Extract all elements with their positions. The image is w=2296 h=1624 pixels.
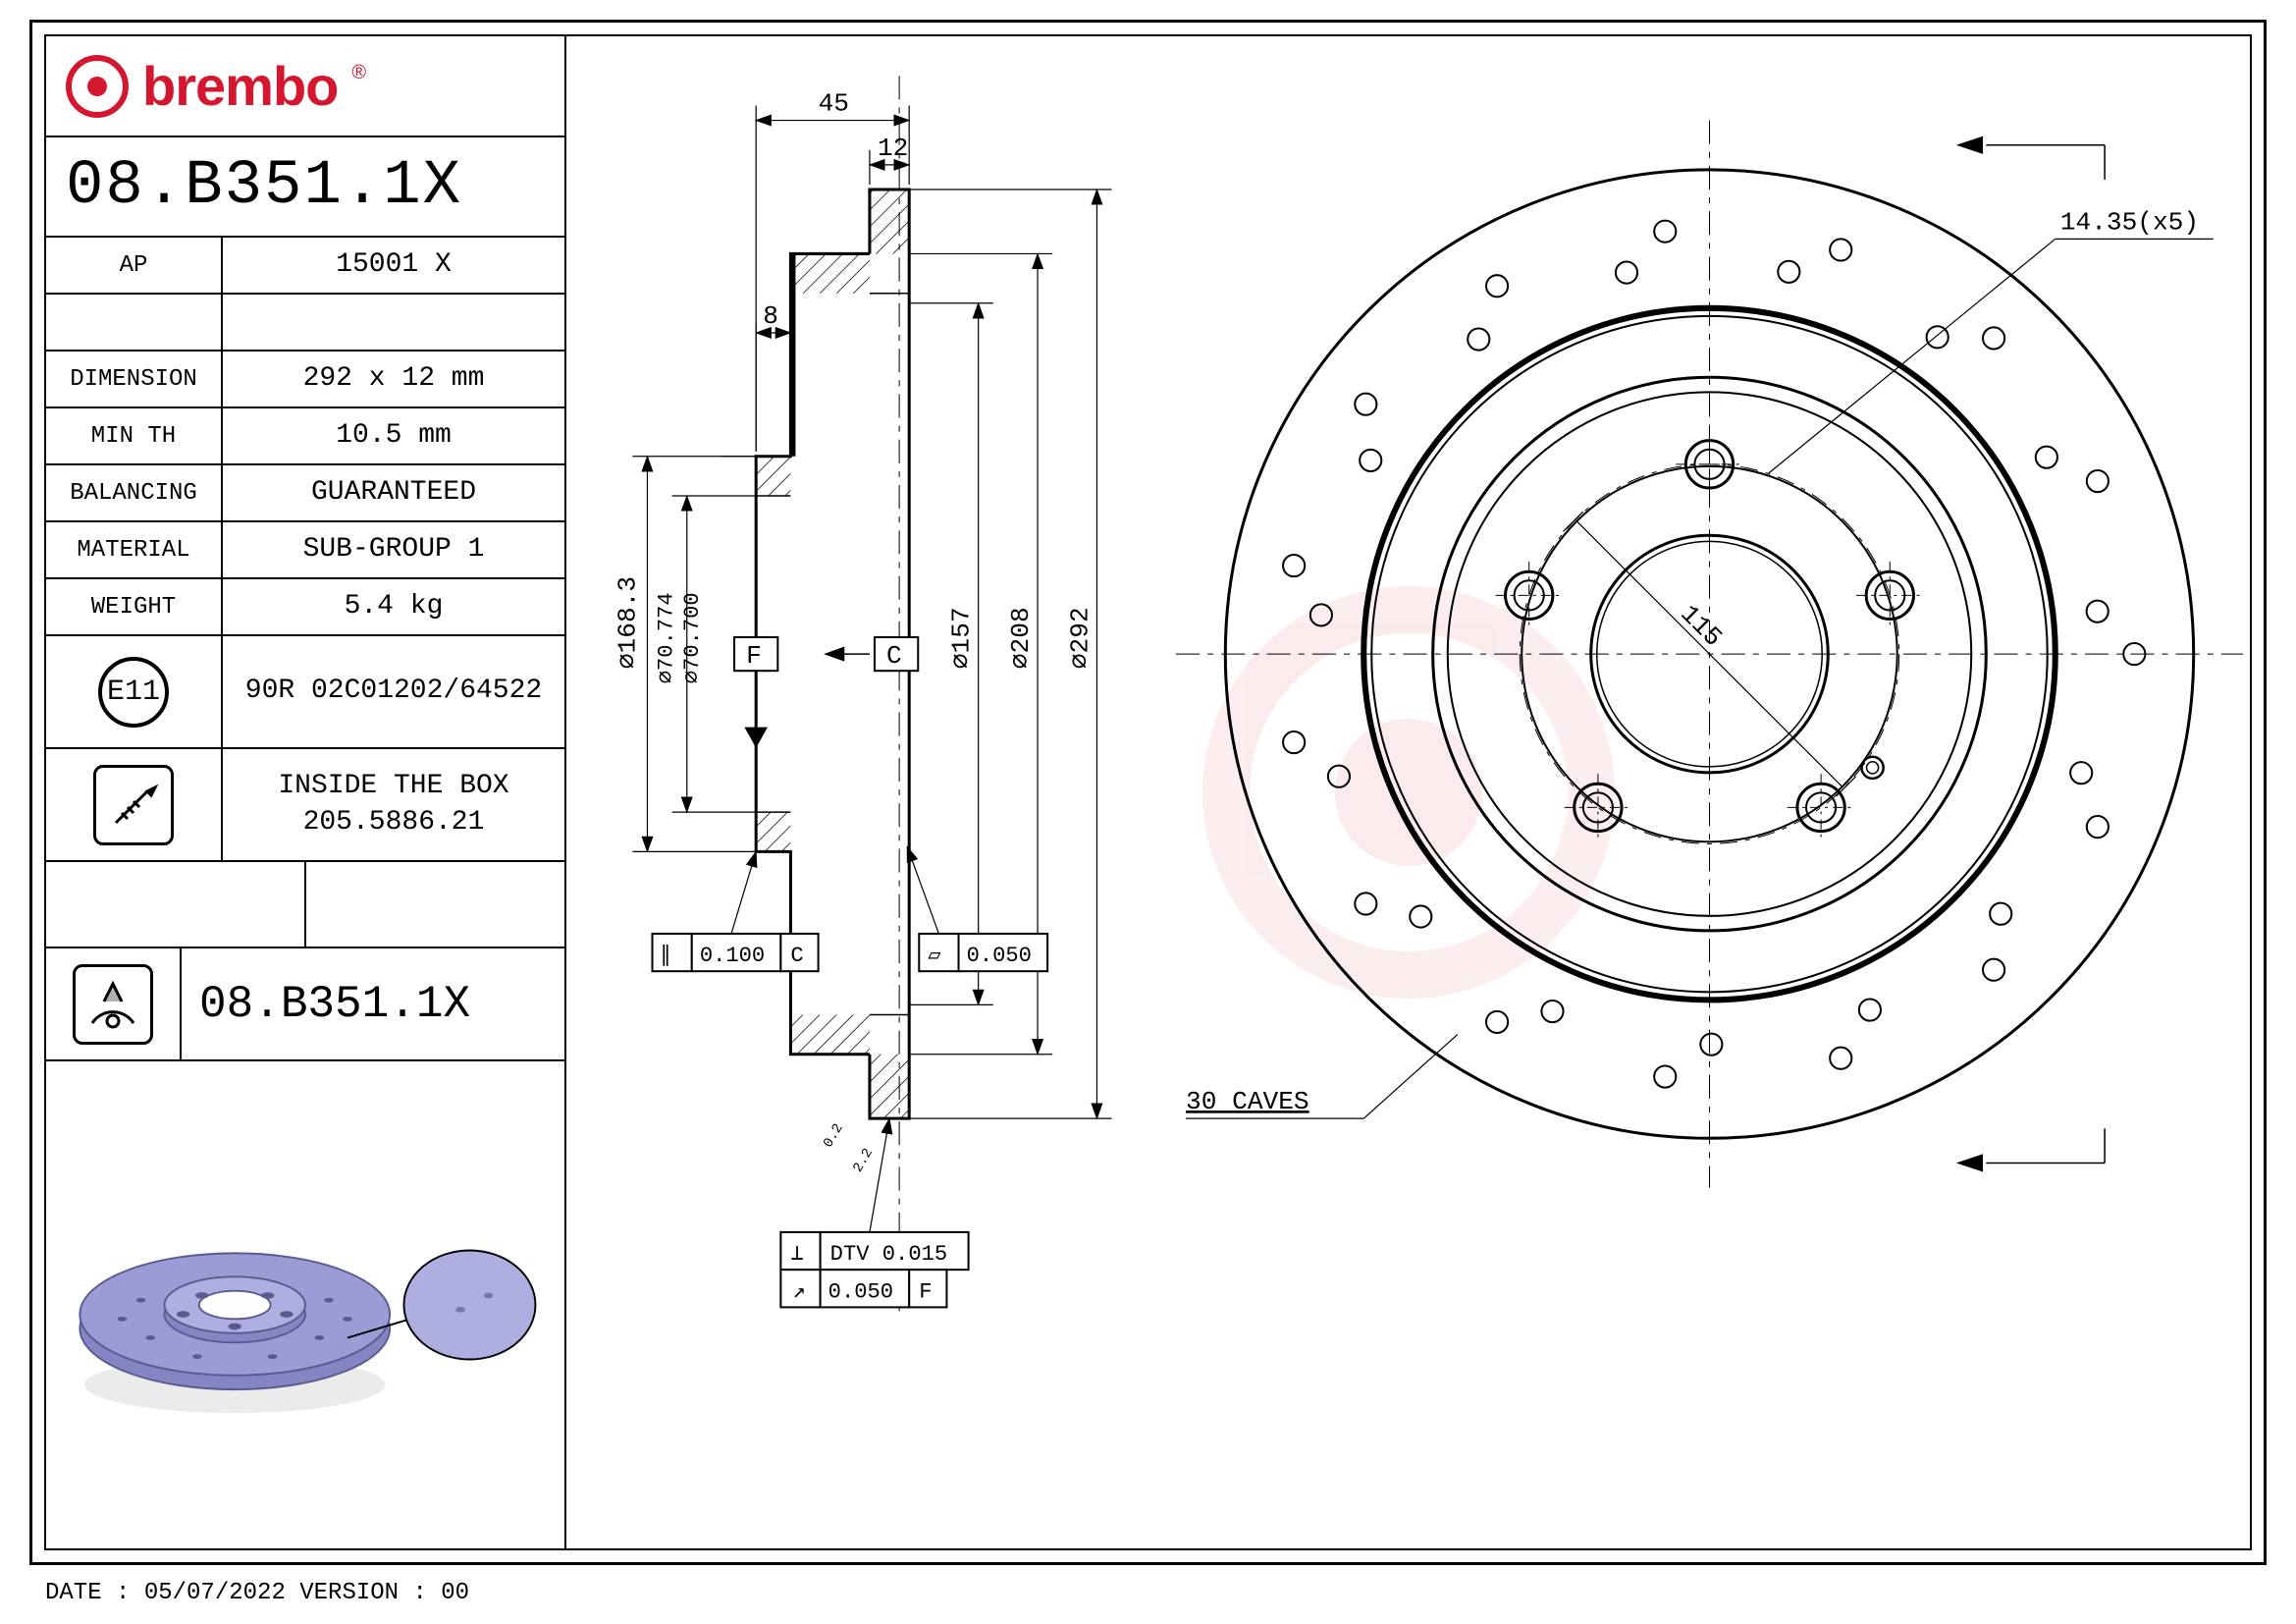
drawing-svg: 45 12 xyxy=(566,36,2250,1548)
datum-c: C xyxy=(886,641,902,671)
table-row: MIN TH 10.5 mm xyxy=(46,408,564,465)
dim-depth: 45 xyxy=(819,88,849,118)
dim-pcd: 115 xyxy=(1675,599,1729,653)
logo-ring-icon xyxy=(66,55,129,118)
dim-chamfer1: 0.2 xyxy=(821,1121,847,1151)
table-row: AP 15001 X xyxy=(46,238,564,295)
dim-157: 157 xyxy=(947,607,977,653)
datum-f: F xyxy=(746,641,762,671)
svg-text:⌀70.700: ⌀70.700 xyxy=(680,592,705,683)
dim-292: 292 xyxy=(1065,607,1095,653)
dim-caves: 30 CAVES xyxy=(1186,1087,1309,1116)
spec-label-minth: MIN TH xyxy=(46,408,223,463)
svg-text:⌀157: ⌀157 xyxy=(947,607,977,669)
table-row: INSIDE THE BOX 205.5886.21 xyxy=(46,749,564,862)
svg-text:⟂: ⟂ xyxy=(790,1242,803,1267)
brake-disc-icon xyxy=(46,948,182,1059)
spec-label-weight: WEIGHT xyxy=(46,579,223,634)
svg-text:▱: ▱ xyxy=(928,944,941,968)
part-number-repeat-row: 08.B351.1X xyxy=(46,948,564,1061)
screw-icon xyxy=(46,749,223,860)
dim-208: 208 xyxy=(1006,607,1036,653)
part-number-repeat: 08.B351.1X xyxy=(182,979,564,1030)
gdt-dtv: DTV 0.015 xyxy=(830,1242,948,1267)
dim-chamfer2: 2.2 xyxy=(850,1146,877,1175)
gdt-runout-ref: F xyxy=(919,1279,932,1304)
section-view: 45 12 xyxy=(613,76,1111,1311)
svg-text:⌀208: ⌀208 xyxy=(1006,607,1036,669)
dim-flange: 12 xyxy=(878,134,908,163)
dim-d-hub: 168.3 xyxy=(613,576,642,653)
dim-bolt-hole: 14.35(x5) xyxy=(2060,207,2199,237)
svg-text:⌀168.3: ⌀168.3 xyxy=(613,576,642,669)
brand-name: brembo xyxy=(142,54,338,118)
dim-bore-max: 70.774 xyxy=(655,592,679,671)
spec-label-dimension: DIMENSION xyxy=(46,352,223,406)
spec-value-ap: 15001 X xyxy=(223,238,564,293)
brand-logo: brembo ® xyxy=(46,36,564,137)
spec-value-cert: 90R 02C01202/64522 xyxy=(223,636,564,747)
svg-text:⌀70.774: ⌀70.774 xyxy=(655,592,679,683)
spec-label-ap: AP xyxy=(46,238,223,293)
footer-text: DATE : 05/07/2022 VERSION : 00 xyxy=(45,1580,469,1606)
spec-value-material: SUB-GROUP 1 xyxy=(223,522,564,577)
registered-mark: ® xyxy=(351,62,366,84)
spec-value-balancing: GUARANTEED xyxy=(223,465,564,520)
gdt-runout: 0.050 xyxy=(828,1279,893,1304)
table-row: DIMENSION 292 x 12 mm xyxy=(46,352,564,408)
table-row: BALANCING GUARANTEED xyxy=(46,465,564,522)
spec-value-box: INSIDE THE BOX 205.5886.21 xyxy=(223,749,564,860)
product-render xyxy=(46,1061,564,1548)
svg-text:⌀292: ⌀292 xyxy=(1065,607,1095,669)
spec-value-minth: 10.5 mm xyxy=(223,408,564,463)
svg-text:∥: ∥ xyxy=(661,944,671,968)
table-row: E11 90R 02C01202/64522 xyxy=(46,636,564,749)
spec-value-dimension: 292 x 12 mm xyxy=(223,352,564,406)
dim-bore-min: 70.700 xyxy=(680,592,705,671)
gdt-parallelism-ref: C xyxy=(790,944,803,968)
gdt-parallelism: 0.100 xyxy=(700,944,765,968)
svg-text:↗: ↗ xyxy=(792,1279,805,1304)
dim-wall: 8 xyxy=(763,301,778,331)
part-number-main: 08.B351.1X xyxy=(46,137,564,238)
gdt-flatness: 0.050 xyxy=(967,944,1032,968)
table-row: MATERIAL SUB-GROUP 1 xyxy=(46,522,564,579)
technical-drawing: 45 12 xyxy=(566,36,2250,1548)
table-row: WEIGHT 5.4 kg xyxy=(46,579,564,636)
spec-value-weight: 5.4 kg xyxy=(223,579,564,634)
spec-panel: brembo ® 08.B351.1X AP 15001 X DIMENSION xyxy=(46,36,566,1548)
table-row xyxy=(46,862,564,948)
spec-table: AP 15001 X DIMENSION 292 x 12 mm MIN TH … xyxy=(46,238,564,948)
spec-label-material: MATERIAL xyxy=(46,522,223,577)
front-view: 115 14.35(x5) 30 CAVES xyxy=(1176,121,2243,1188)
table-row xyxy=(46,295,564,352)
e11-cert-icon: E11 xyxy=(46,636,223,747)
spec-label-balancing: BALANCING xyxy=(46,465,223,520)
